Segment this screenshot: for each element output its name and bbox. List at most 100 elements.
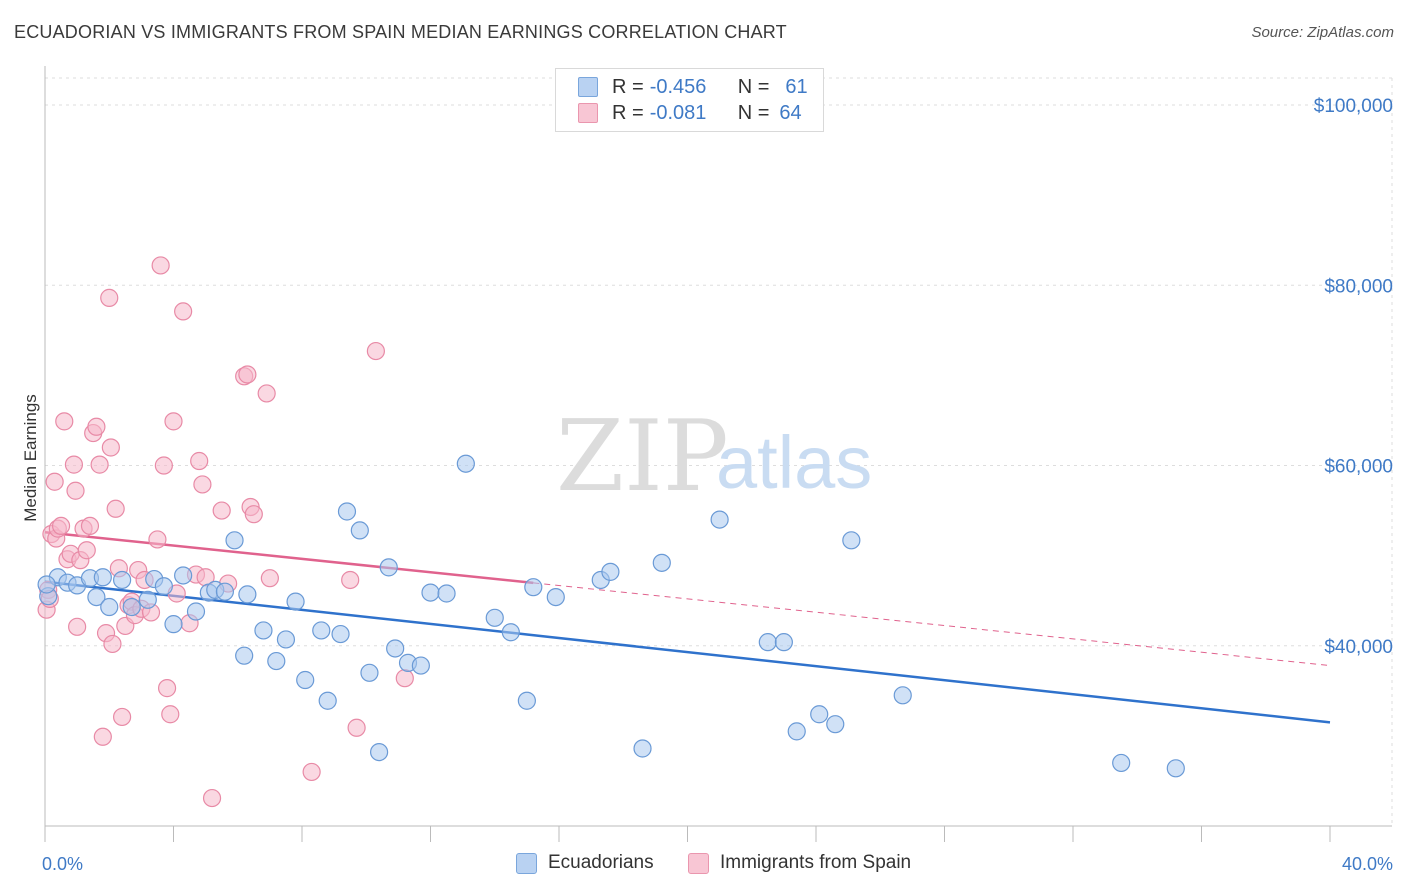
ecuadorian-point bbox=[37, 575, 56, 594]
ecuadorian-point bbox=[411, 656, 430, 675]
r-value: -0.081 bbox=[649, 101, 707, 124]
spain-point bbox=[190, 451, 209, 471]
ecuadorian-point bbox=[186, 602, 206, 621]
spain-point bbox=[80, 516, 100, 535]
spain-point bbox=[366, 341, 385, 361]
spain-point bbox=[260, 569, 279, 588]
watermark-zip: ZIP bbox=[556, 400, 729, 514]
ecuadorian-point bbox=[360, 663, 379, 682]
spain-point bbox=[395, 669, 414, 688]
spain-point bbox=[100, 288, 119, 307]
ecuadorian-point bbox=[517, 691, 536, 710]
spain-point bbox=[77, 541, 96, 560]
ecuadorian-point bbox=[350, 521, 369, 540]
ecuadorian-point bbox=[774, 633, 793, 652]
spain-point bbox=[157, 679, 177, 698]
y-axis-label: Median Earnings bbox=[21, 394, 40, 522]
ecuadorian-point bbox=[787, 722, 806, 741]
ecuadorian-point bbox=[87, 587, 106, 607]
ecuadorian-point bbox=[758, 633, 777, 652]
legend-row-ecuadorians: R = -0.456 N = 61 bbox=[578, 75, 808, 99]
ecuadorian-point bbox=[225, 531, 244, 550]
blue-swatch-icon bbox=[516, 852, 537, 874]
spain-point bbox=[45, 472, 64, 491]
spain-point bbox=[103, 634, 122, 654]
spain-point bbox=[238, 365, 257, 384]
ecuadorian-point bbox=[386, 639, 405, 658]
ecuadorian-point bbox=[138, 590, 157, 609]
spain-point bbox=[347, 718, 366, 737]
ecuadorian-point bbox=[652, 553, 671, 572]
spain-point bbox=[64, 455, 84, 474]
spain-point bbox=[112, 707, 132, 727]
ecuadorian-point bbox=[826, 715, 845, 734]
y-tick-label: $100,000 bbox=[1314, 96, 1393, 117]
spain-point bbox=[66, 481, 85, 500]
spain-point bbox=[193, 475, 212, 494]
spain-point bbox=[244, 505, 263, 524]
spain-point bbox=[106, 499, 125, 518]
ecuadorian-point bbox=[254, 621, 273, 640]
n-label: N = bbox=[737, 101, 770, 124]
ecuadorian-point bbox=[318, 691, 337, 710]
ecuadorian-point bbox=[633, 739, 652, 758]
watermark-atlas: atlas bbox=[716, 421, 872, 504]
legend-label: Ecuadorians bbox=[548, 852, 654, 873]
source-credit: Source: ZipAtlas.com bbox=[1251, 24, 1394, 41]
spain-point bbox=[202, 788, 222, 808]
r-label: R = bbox=[612, 75, 644, 98]
n-value: 61 bbox=[785, 75, 808, 98]
spain-point bbox=[90, 455, 109, 474]
ecuadorian-point bbox=[112, 570, 132, 590]
legend-item-ecuadorians[interactable]: Ecuadorians bbox=[516, 852, 654, 874]
ecuadorian-point bbox=[893, 686, 912, 705]
correlation-legend: R = -0.456 N = 61 R = -0.081 N = 64 bbox=[555, 68, 824, 132]
r-value: -0.456 bbox=[649, 75, 707, 98]
ecuadorian-point bbox=[238, 585, 257, 604]
n-label: N = bbox=[737, 75, 770, 98]
ecuadorian-point bbox=[154, 577, 173, 596]
ecuadorian-point bbox=[100, 597, 119, 617]
spain-point bbox=[174, 302, 193, 321]
y-tick-label: $80,000 bbox=[1324, 276, 1393, 297]
spain-point bbox=[341, 570, 360, 590]
legend-item-spain[interactable]: Immigrants from Spain bbox=[688, 852, 911, 874]
spain-point bbox=[161, 705, 180, 724]
ecuadorian-point bbox=[421, 583, 440, 602]
axes bbox=[44, 66, 1392, 842]
pink-swatch-icon bbox=[578, 103, 598, 123]
ecuadorian-point bbox=[296, 670, 315, 690]
ecuadorian-point bbox=[164, 615, 183, 634]
pink-swatch-icon bbox=[688, 852, 709, 874]
ecuadorian-point bbox=[1166, 759, 1185, 778]
ecuadorian-point bbox=[379, 558, 398, 577]
ecuadorian-point bbox=[331, 624, 350, 644]
ecuadorian-point bbox=[501, 623, 520, 642]
spain-point bbox=[101, 438, 120, 457]
data-points bbox=[37, 256, 1185, 808]
ecuadorian-point bbox=[312, 621, 331, 640]
spain-point bbox=[151, 256, 170, 275]
spain-trend-extension bbox=[533, 582, 1331, 667]
legend-row-spain: R = -0.081 N = 64 bbox=[578, 101, 802, 125]
ecuadorian-point bbox=[710, 510, 729, 529]
chart-title: ECUADORIAN VS IMMIGRANTS FROM SPAIN MEDI… bbox=[14, 22, 787, 42]
ecuadorian-point bbox=[174, 566, 193, 585]
watermark: ZIP atlas bbox=[556, 400, 872, 514]
ecuadorian-point bbox=[810, 705, 829, 724]
spain-point bbox=[87, 417, 106, 436]
ecuadorian-point bbox=[456, 454, 475, 473]
ecuadorian-point bbox=[842, 531, 861, 550]
ecuadorian-point bbox=[337, 502, 357, 521]
ecuadorian-point bbox=[93, 568, 112, 587]
ecuadorian-point bbox=[485, 608, 504, 627]
spain-point bbox=[212, 501, 231, 520]
spain-point bbox=[55, 412, 74, 431]
spain-point bbox=[302, 762, 321, 782]
r-label: R = bbox=[612, 101, 644, 124]
trend-lines bbox=[44, 530, 1331, 724]
ecuadorian-point bbox=[437, 584, 456, 603]
ecuadorian-point bbox=[215, 582, 234, 601]
ecuadorian-point bbox=[235, 646, 254, 665]
